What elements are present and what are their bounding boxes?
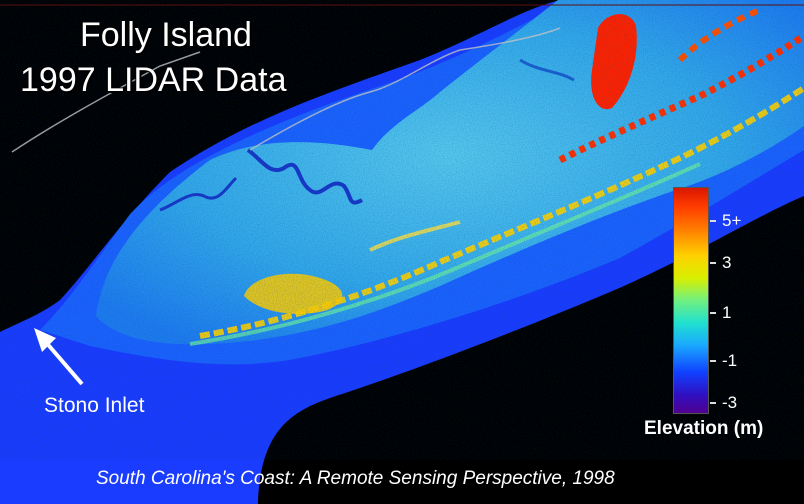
legend-tick-label: -1: [722, 351, 738, 370]
legend-title: Elevation (m): [644, 418, 764, 439]
source-caption: South Carolina's Coast: A Remote Sensing…: [96, 468, 615, 489]
map-title-line-1: Folly Island: [80, 16, 252, 54]
elevation-legend: 5+ 3 1 -1 -3 Elevation (m): [640, 180, 800, 442]
legend-tick-mark: [710, 312, 716, 314]
legend-tick-mark: [710, 220, 716, 222]
legend-tick-label: 3: [722, 253, 732, 272]
legend-tick-mark: [710, 402, 716, 404]
legend-color-bar: [673, 187, 709, 414]
stono-inlet-label: Stono Inlet: [44, 394, 145, 417]
legend-tick-label: 5+: [722, 211, 742, 230]
map-title-line-2: 1997 LIDAR Data: [20, 61, 287, 99]
arrow-up-left-icon: [34, 328, 84, 386]
legend-tick-mark: [710, 360, 716, 362]
lidar-speckle: [0, 0, 804, 460]
legend-tick-label: -3: [722, 393, 738, 412]
legend-tick-label: 1: [722, 303, 732, 322]
legend-tick-mark: [710, 262, 716, 264]
